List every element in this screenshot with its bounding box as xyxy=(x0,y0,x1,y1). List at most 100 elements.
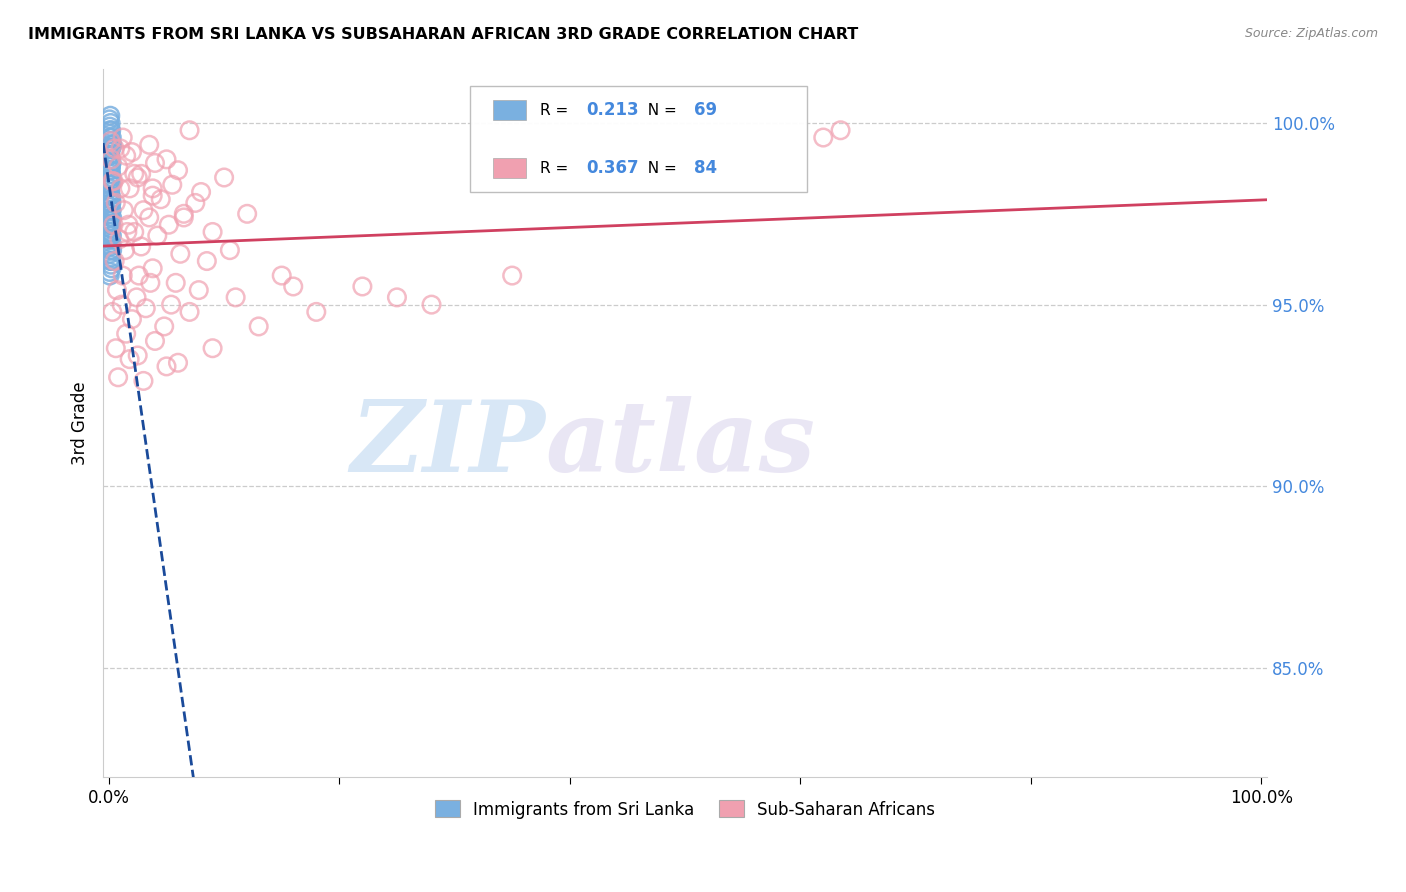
Point xyxy=(101,137,124,152)
Text: R =: R = xyxy=(540,161,572,176)
Point xyxy=(101,228,124,243)
Point xyxy=(98,130,121,145)
Point xyxy=(100,192,122,206)
Text: atlas: atlas xyxy=(546,396,815,492)
Point xyxy=(104,141,127,155)
Point xyxy=(153,319,176,334)
Point xyxy=(100,188,122,202)
Point xyxy=(98,109,121,123)
Point xyxy=(100,163,122,178)
Point xyxy=(157,218,180,232)
Point xyxy=(195,254,218,268)
Point xyxy=(98,178,121,192)
Point xyxy=(127,170,149,185)
Point xyxy=(132,203,155,218)
Point xyxy=(100,235,122,250)
Point xyxy=(112,203,135,218)
Point xyxy=(100,254,122,268)
Point xyxy=(117,225,139,239)
Point xyxy=(101,305,124,319)
Point xyxy=(98,225,121,239)
Text: 0.367: 0.367 xyxy=(586,160,638,178)
Point xyxy=(100,254,122,268)
FancyBboxPatch shape xyxy=(494,159,526,178)
Point xyxy=(169,247,191,261)
Point xyxy=(142,181,165,195)
Point xyxy=(114,243,136,257)
Point xyxy=(98,221,121,235)
Point xyxy=(98,112,121,127)
Point xyxy=(100,207,122,221)
Point xyxy=(100,214,122,228)
Point xyxy=(218,243,240,257)
Point xyxy=(385,290,408,304)
Text: Source: ZipAtlas.com: Source: ZipAtlas.com xyxy=(1244,27,1378,40)
Point xyxy=(129,239,152,253)
Point xyxy=(100,232,122,246)
Point xyxy=(98,149,121,163)
Point xyxy=(105,283,128,297)
Text: 0.213: 0.213 xyxy=(586,102,638,120)
Point xyxy=(173,211,195,225)
Point xyxy=(100,251,122,265)
Point xyxy=(121,145,143,159)
Point xyxy=(128,268,150,283)
Point xyxy=(225,290,247,304)
Point xyxy=(98,170,121,185)
Point xyxy=(100,261,122,276)
Point xyxy=(98,218,121,232)
Y-axis label: 3rd Grade: 3rd Grade xyxy=(72,381,89,465)
Point xyxy=(100,134,122,148)
Point xyxy=(165,276,187,290)
Point xyxy=(132,374,155,388)
Point xyxy=(100,141,122,155)
Point xyxy=(100,203,122,218)
Point xyxy=(100,163,122,178)
Point xyxy=(98,123,121,137)
Point xyxy=(98,181,121,195)
Point xyxy=(115,326,138,341)
Point xyxy=(100,203,122,218)
Point xyxy=(117,218,139,232)
Point xyxy=(98,268,121,283)
Point xyxy=(98,141,121,155)
Point xyxy=(162,178,184,192)
Point xyxy=(100,116,122,130)
Point xyxy=(187,283,209,297)
Point xyxy=(100,195,122,210)
Point xyxy=(247,319,270,334)
Point xyxy=(142,261,165,276)
Point xyxy=(212,170,235,185)
Point xyxy=(118,352,141,367)
Point xyxy=(98,120,121,134)
Point xyxy=(98,185,121,199)
Point xyxy=(104,254,127,268)
Point xyxy=(201,341,224,355)
FancyBboxPatch shape xyxy=(494,101,526,120)
Point xyxy=(100,167,122,181)
Point xyxy=(143,156,166,170)
Point xyxy=(100,178,122,192)
Point xyxy=(111,268,134,283)
FancyBboxPatch shape xyxy=(470,87,807,193)
Point xyxy=(98,225,121,239)
Point xyxy=(100,160,122,174)
Point xyxy=(122,167,145,181)
Point xyxy=(104,195,127,210)
Point xyxy=(100,156,122,170)
Point xyxy=(98,200,121,214)
Point xyxy=(100,192,122,206)
Point xyxy=(236,207,259,221)
Point xyxy=(179,123,201,137)
Point xyxy=(143,334,166,348)
Legend: Immigrants from Sri Lanka, Sub-Saharan Africans: Immigrants from Sri Lanka, Sub-Saharan A… xyxy=(427,794,942,825)
Point xyxy=(110,298,132,312)
Point xyxy=(501,268,523,283)
Point xyxy=(190,185,212,199)
Point xyxy=(135,301,157,316)
Point xyxy=(179,305,201,319)
Point xyxy=(100,160,122,174)
Point xyxy=(98,188,121,202)
Point xyxy=(138,211,160,225)
Point xyxy=(125,290,148,304)
